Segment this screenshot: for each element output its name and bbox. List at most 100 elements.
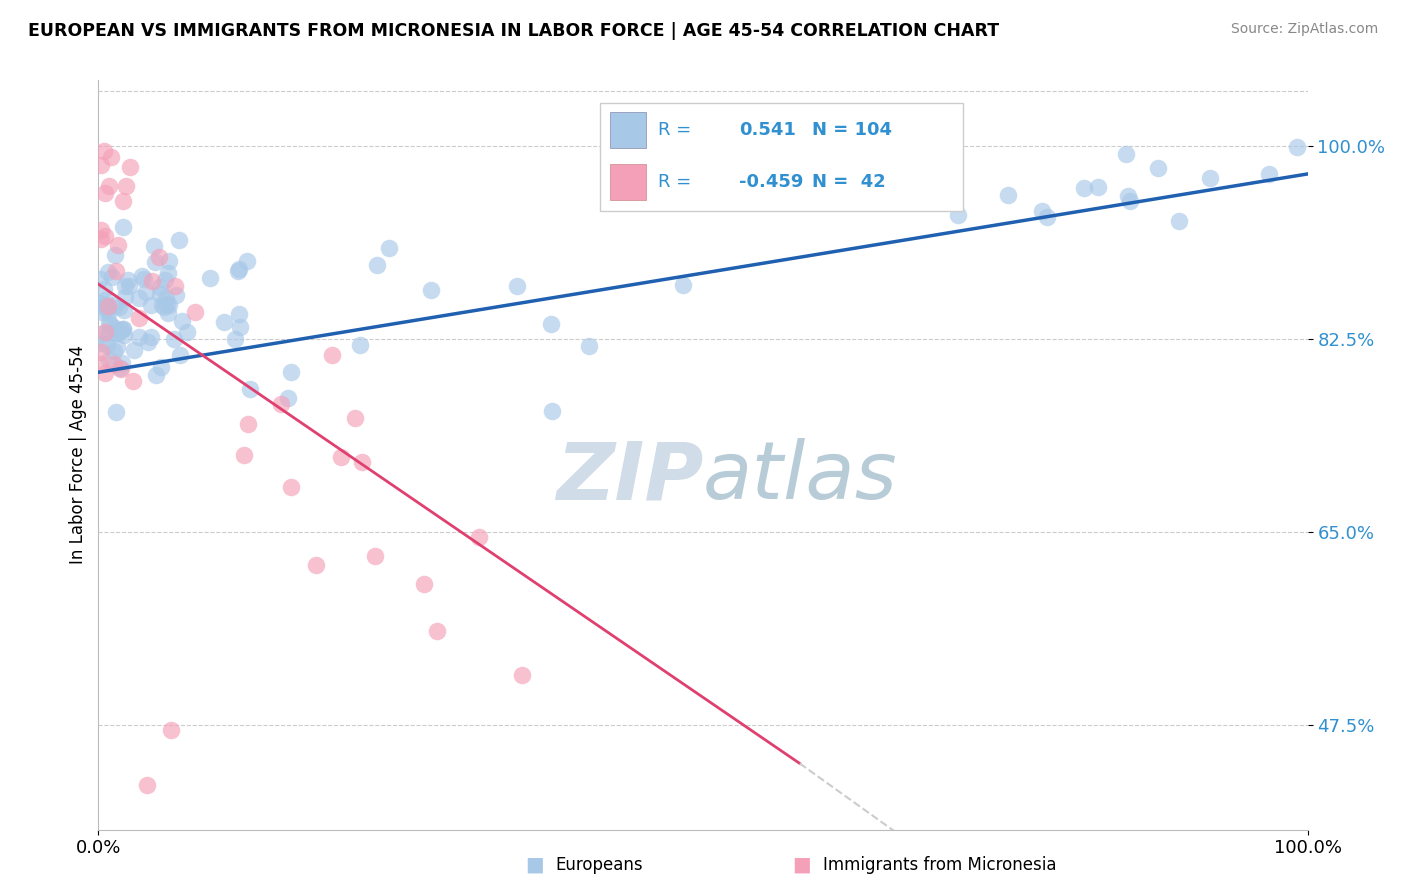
Point — [96, 297, 118, 311]
Point — [149, 360, 172, 375]
Point — [96, 337, 118, 351]
Point — [413, 576, 436, 591]
Point — [98, 352, 121, 367]
Point — [212, 315, 235, 329]
Point — [329, 450, 352, 464]
Point — [89, 272, 111, 286]
Point — [578, 338, 600, 352]
Point — [105, 340, 128, 354]
Point — [946, 208, 969, 222]
Point — [94, 228, 117, 243]
Point — [149, 280, 172, 294]
Point — [93, 282, 115, 296]
Point — [377, 241, 399, 255]
Point — [602, 194, 624, 209]
Point — [1257, 167, 1279, 181]
Point — [165, 288, 187, 302]
Point — [305, 558, 328, 573]
Point — [277, 392, 299, 406]
Point — [419, 283, 441, 297]
Point — [165, 278, 187, 293]
Point — [111, 356, 134, 370]
Point — [118, 160, 141, 174]
Text: N =  42: N = 42 — [811, 173, 886, 191]
Point — [128, 291, 150, 305]
Point — [87, 357, 110, 371]
Point — [148, 250, 170, 264]
Point — [153, 300, 176, 314]
Point — [97, 306, 120, 320]
Point — [93, 299, 115, 313]
Point — [90, 326, 112, 341]
Point — [112, 219, 135, 234]
Point — [90, 335, 112, 350]
Point — [366, 258, 388, 272]
Point — [103, 343, 125, 358]
Point — [153, 273, 176, 287]
Point — [111, 194, 134, 209]
Point — [87, 295, 110, 310]
Point — [122, 343, 145, 357]
Point — [321, 348, 343, 362]
Point — [170, 314, 193, 328]
Point — [270, 397, 292, 411]
Point — [98, 178, 121, 193]
Point — [1116, 189, 1139, 203]
Point — [236, 417, 259, 431]
Point — [200, 271, 222, 285]
Point — [239, 382, 262, 396]
Point — [98, 326, 121, 340]
Point — [104, 321, 127, 335]
Point — [157, 297, 180, 311]
Point — [121, 375, 143, 389]
Point — [128, 311, 150, 326]
Point — [145, 255, 167, 269]
FancyBboxPatch shape — [600, 103, 963, 211]
Point — [114, 302, 136, 317]
Point — [349, 338, 371, 352]
Point — [105, 404, 128, 418]
Point — [997, 188, 1019, 202]
Point — [1087, 180, 1109, 194]
Point — [280, 366, 302, 380]
Point — [96, 301, 118, 316]
Point — [176, 325, 198, 339]
Point — [510, 668, 533, 682]
Point — [150, 297, 173, 311]
Point — [131, 268, 153, 283]
Point — [90, 158, 112, 172]
Point — [90, 345, 112, 359]
Point — [228, 307, 250, 321]
Point — [506, 278, 529, 293]
Point — [104, 326, 127, 341]
Point — [224, 332, 246, 346]
Point — [110, 362, 132, 376]
Point — [117, 272, 139, 286]
Point — [94, 325, 117, 339]
Point — [184, 304, 207, 318]
Point — [107, 237, 129, 252]
Text: Source: ZipAtlas.com: Source: ZipAtlas.com — [1230, 22, 1378, 37]
Point — [156, 297, 179, 311]
Text: ▪: ▪ — [792, 851, 811, 880]
Point — [142, 239, 165, 253]
Point — [100, 150, 122, 164]
Point — [108, 300, 131, 314]
Text: N = 104: N = 104 — [811, 120, 891, 139]
Point — [141, 275, 163, 289]
Point — [149, 287, 172, 301]
Point — [90, 223, 112, 237]
Point — [145, 368, 167, 382]
Point — [114, 290, 136, 304]
Point — [157, 266, 180, 280]
Point — [350, 455, 373, 469]
Point — [1036, 210, 1059, 224]
Point — [90, 232, 112, 246]
Text: R =: R = — [658, 173, 692, 191]
Point — [468, 531, 491, 545]
Point — [98, 318, 121, 332]
Point — [229, 320, 252, 334]
Point — [97, 316, 120, 330]
Text: 0.541: 0.541 — [740, 120, 796, 139]
Point — [364, 549, 387, 563]
